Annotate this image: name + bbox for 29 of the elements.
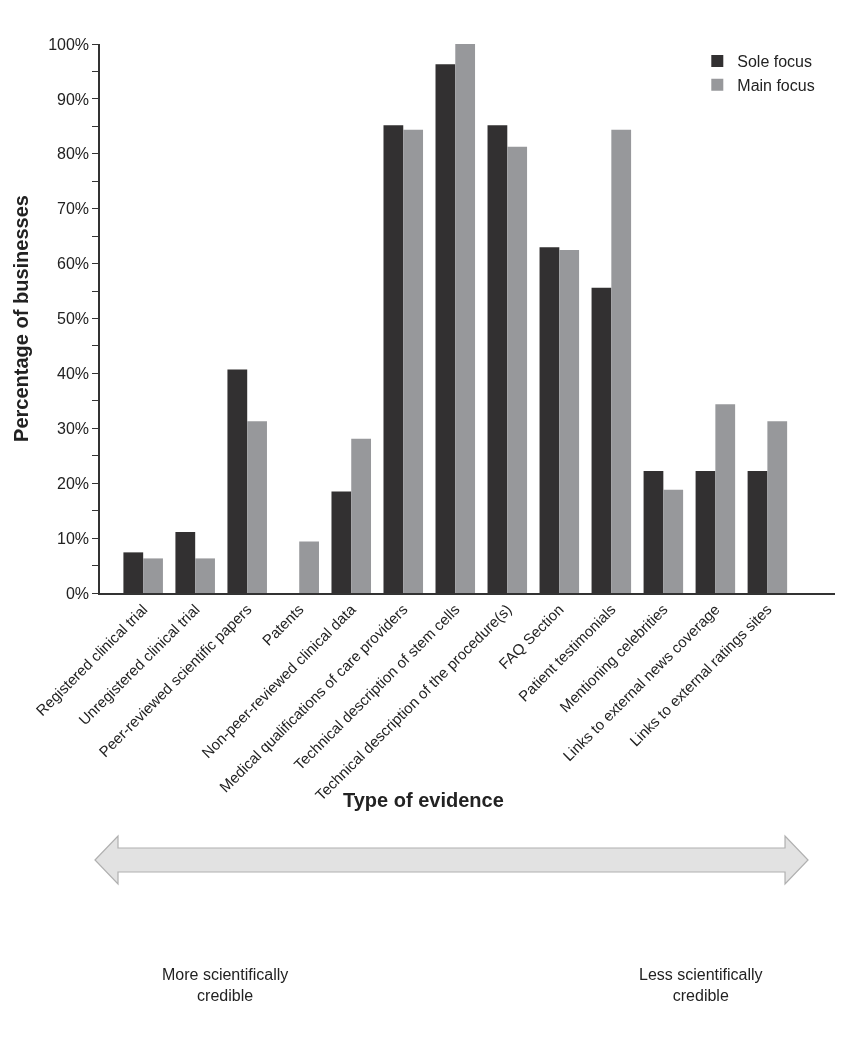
y-tick-label: 100% xyxy=(48,35,90,53)
y-tick-label: 70% xyxy=(57,200,90,218)
y-tick-label: 60% xyxy=(57,255,90,273)
text: Less scientifically credible xyxy=(639,966,763,1004)
bar xyxy=(351,438,372,593)
bar xyxy=(663,489,684,593)
bar xyxy=(767,421,788,593)
bar xyxy=(299,541,319,593)
legend-label: Sole focus xyxy=(737,53,813,71)
bar xyxy=(715,404,736,593)
bar xyxy=(195,558,215,593)
y-tick-label: 30% xyxy=(57,419,90,437)
bar xyxy=(247,421,267,593)
bar xyxy=(403,129,424,593)
bar xyxy=(143,558,163,593)
y-tick-label: 90% xyxy=(57,90,90,108)
y-tick-label: 40% xyxy=(57,365,90,382)
legend-label: Main focus xyxy=(737,76,815,94)
y-tick-label: 80% xyxy=(57,145,90,163)
y-tick-label: 20% xyxy=(57,474,90,492)
y-tick-label: 50% xyxy=(57,310,90,328)
text: More scientifically credible xyxy=(162,966,289,1004)
y-tick-label: 10% xyxy=(57,529,90,547)
bar xyxy=(507,146,528,593)
bar xyxy=(455,44,476,593)
bar xyxy=(559,249,580,593)
y-tick-label: 0% xyxy=(65,584,90,602)
y-axis-title: Percentage of businesses xyxy=(10,195,33,442)
bar xyxy=(611,129,632,593)
